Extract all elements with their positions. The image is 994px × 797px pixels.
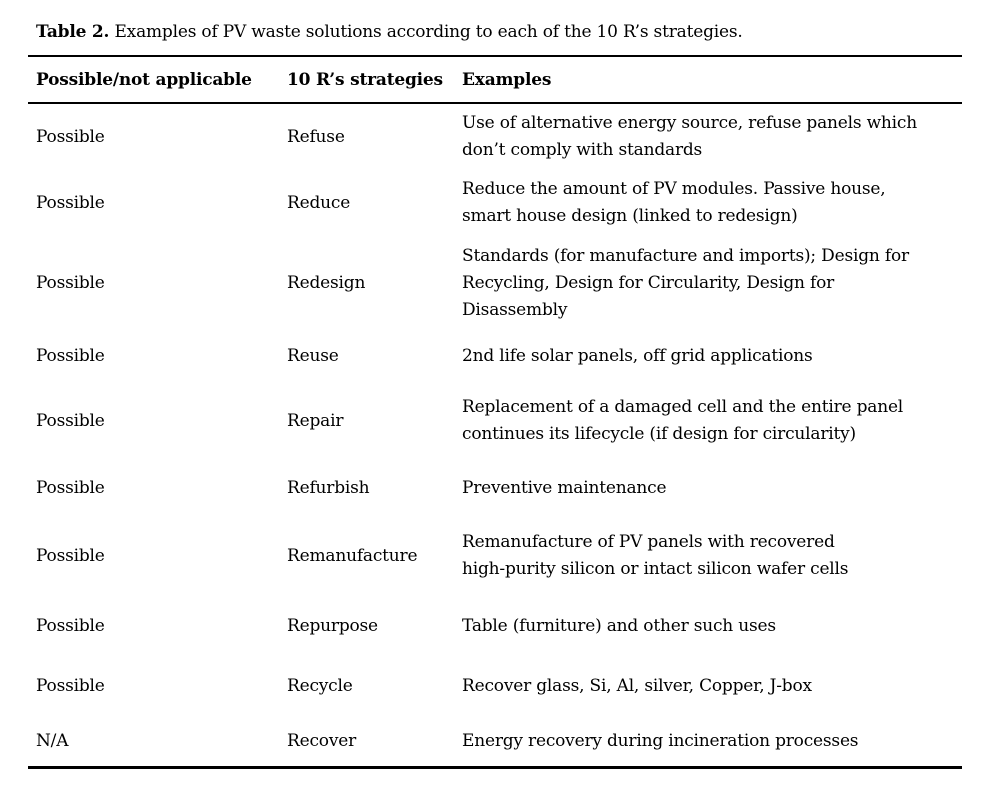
pv-waste-table: Possible/not applicable 10 R’s strategie… (28, 57, 962, 766)
strategy-cell: Repair (287, 410, 344, 431)
strategy-cell: Recycle (287, 675, 353, 696)
pv-waste-table-frame: Possible/not applicable 10 R’s strategie… (28, 55, 962, 769)
example-cell: Remanufacture of PV panels with recovere… (462, 532, 849, 579)
strategy-cell: Refuse (287, 126, 345, 147)
strategy-cell: Reuse (287, 345, 339, 366)
status-cell: Possible (36, 675, 105, 696)
table-row: Possible Refurbish Preventive maintenanc… (28, 461, 962, 516)
status-cell: Possible (36, 192, 105, 213)
table-row: Possible Redesign Standards (for manufac… (28, 236, 962, 331)
strategy-cell: Recover (287, 730, 357, 751)
table-row: Possible Reuse 2nd life solar panels, of… (28, 331, 962, 381)
table-row: Possible Reduce Reduce the amount of PV … (28, 170, 962, 236)
status-cell: Possible (36, 126, 105, 147)
strategy-cell: Refurbish (287, 478, 370, 498)
example-cell: Standards (for manufacture and imports);… (462, 246, 909, 320)
strategy-cell: Redesign (287, 273, 366, 293)
example-cell: Energy recovery during incineration proc… (462, 730, 859, 751)
example-cell: Table (furniture) and other such uses (462, 615, 776, 636)
example-cell: Preventive maintenance (462, 478, 667, 498)
caption-text: Examples of PV waste solutions according… (109, 22, 743, 42)
table-caption: Table 2. Examples of PV waste solutions … (36, 20, 962, 44)
header-examples: Examples (462, 57, 962, 104)
status-cell: Possible (36, 273, 105, 293)
header-status: Possible/not applicable (28, 57, 287, 104)
example-cell: Use of alternative energy source, refuse… (462, 113, 917, 160)
table-row: Possible Refuse Use of alternative energ… (28, 103, 962, 170)
status-cell: Possible (36, 478, 105, 498)
table-row: N/A Recover Energy recovery during incin… (28, 716, 962, 766)
example-cell: 2nd life solar panels, off grid applicat… (462, 345, 813, 366)
table-row: Possible Remanufacture Remanufacture of … (28, 516, 962, 596)
table-row: Possible Recycle Recover glass, Si, Al, … (28, 656, 962, 716)
table-row: Possible Repurpose Table (furniture) and… (28, 596, 962, 656)
status-cell: N/A (36, 730, 69, 751)
header-row: Possible/not applicable 10 R’s strategie… (28, 57, 962, 104)
example-cell: Replacement of a damaged cell and the en… (462, 397, 904, 444)
example-cell: Reduce the amount of PV modules. Passive… (462, 179, 886, 226)
status-cell: Possible (36, 410, 105, 431)
strategy-cell: Remanufacture (287, 545, 418, 566)
status-cell: Possible (36, 545, 105, 566)
table-row: Possible Repair Replacement of a damaged… (28, 381, 962, 461)
strategy-cell: Repurpose (287, 615, 378, 636)
status-cell: Possible (36, 615, 105, 636)
strategy-cell: Reduce (287, 192, 351, 213)
example-cell: Recover glass, Si, Al, silver, Copper, J… (462, 675, 812, 696)
header-strategy: 10 R’s strategies (287, 57, 462, 104)
status-cell: Possible (36, 345, 105, 366)
caption-label: Table 2. (36, 22, 110, 42)
